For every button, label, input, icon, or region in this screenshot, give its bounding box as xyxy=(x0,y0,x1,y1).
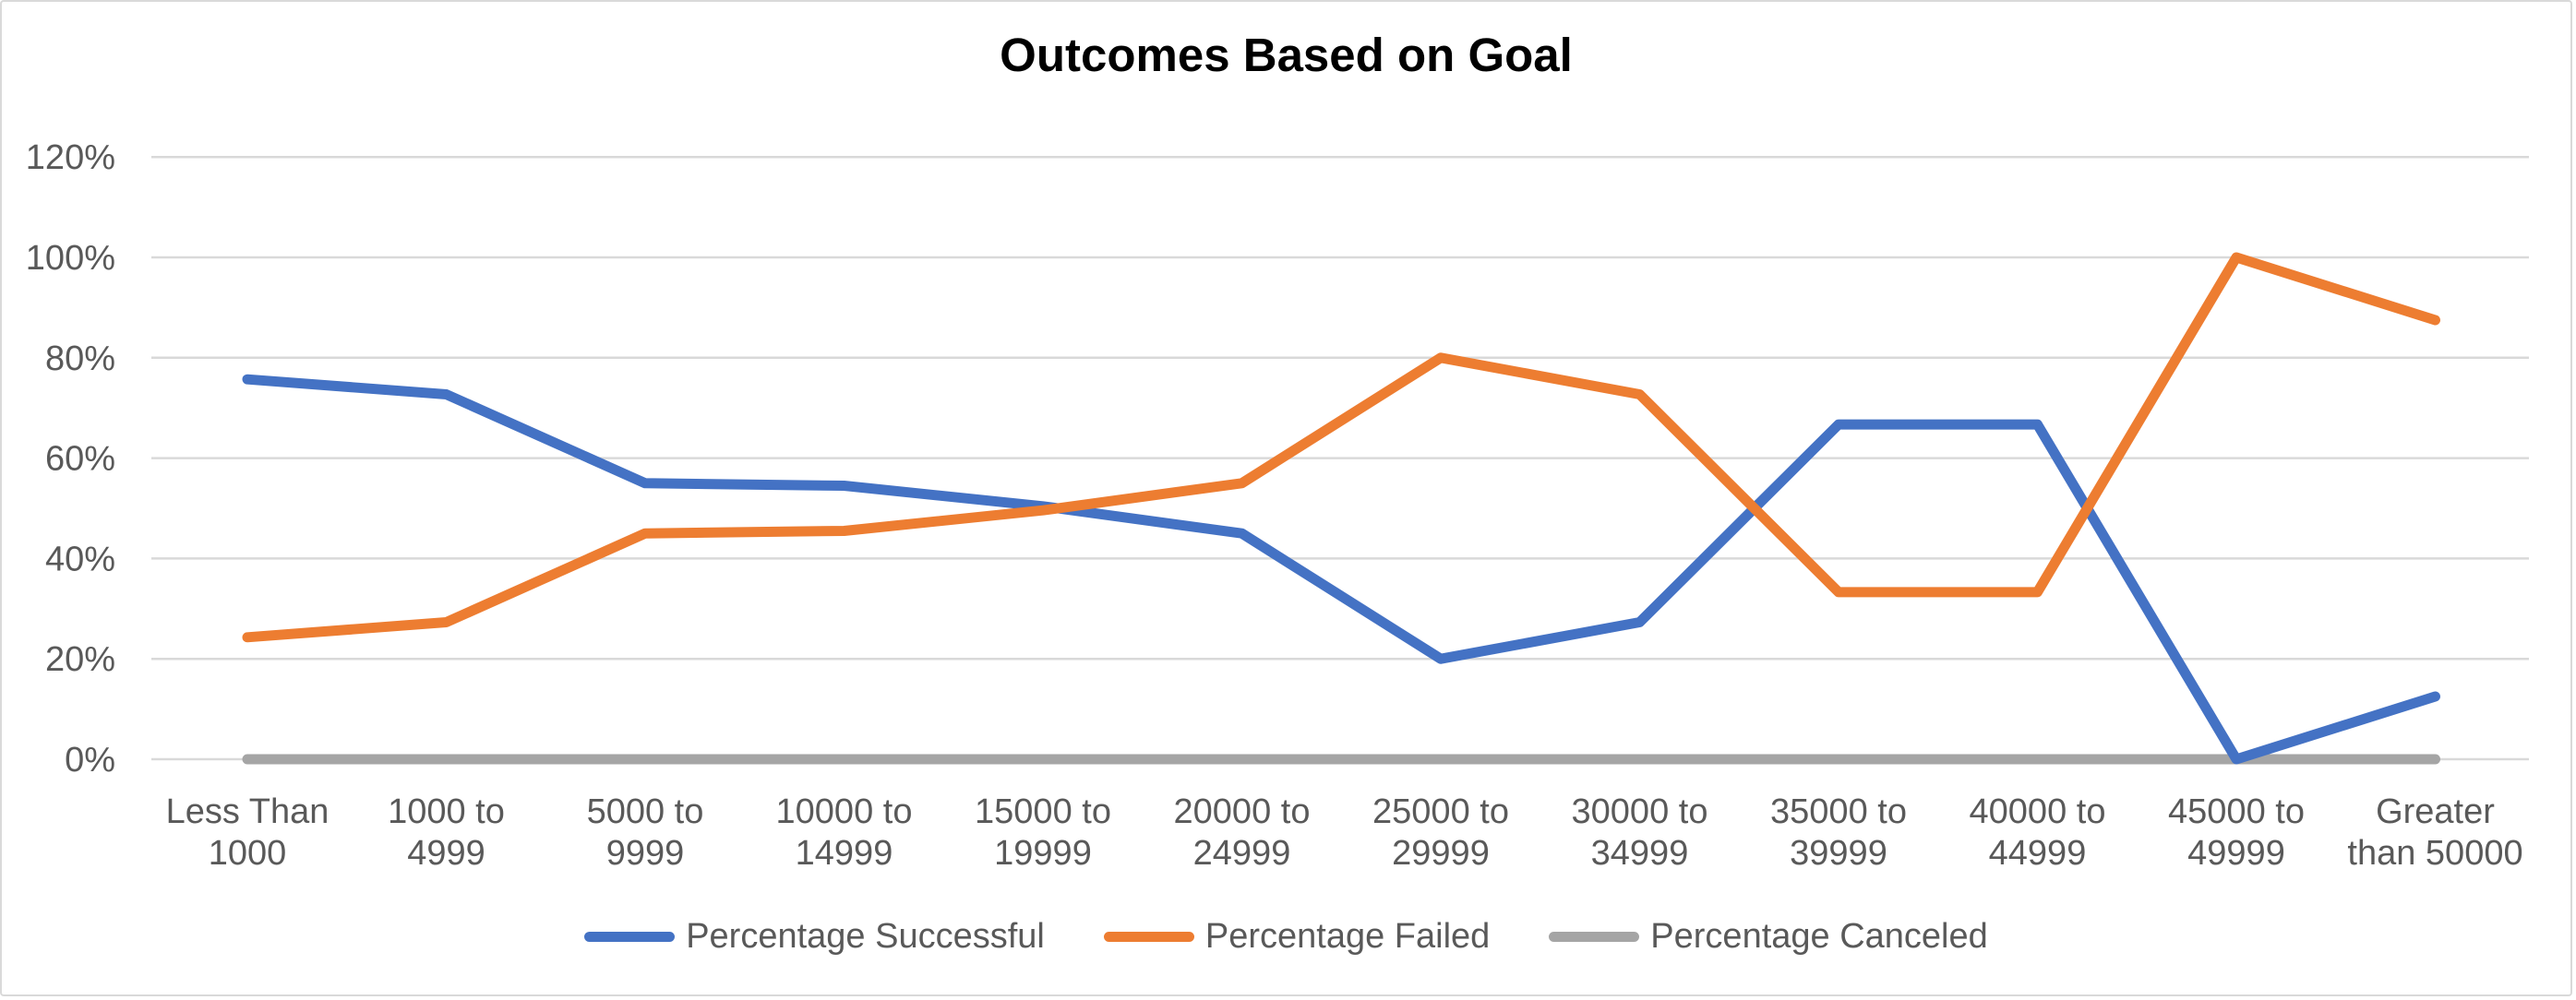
legend-swatch-percentage-successful xyxy=(584,932,676,942)
x-category-label-line: 25000 to xyxy=(1372,792,1509,831)
x-category-label-line: 40000 to xyxy=(1970,792,2106,831)
x-category-label-line: 5000 to xyxy=(587,792,704,831)
x-category-label-line: 1000 to xyxy=(388,792,505,831)
x-category-label-line: 9999 xyxy=(606,834,685,873)
series-line-percentage-successful xyxy=(242,374,2440,765)
y-tick-label-60-: 60% xyxy=(45,440,115,479)
x-category-label-line: 19999 xyxy=(994,834,1092,873)
x-category-label-line: 35000 to xyxy=(1770,792,1907,831)
x-category-label-line: 29999 xyxy=(1392,834,1490,873)
legend-label-percentage-successful: Percentage Successful xyxy=(686,917,1045,956)
x-category-label-line: 4999 xyxy=(407,834,485,873)
x-category-label-line: 15000 to xyxy=(975,792,1111,831)
x-category-label-line: 39999 xyxy=(1790,834,1887,873)
x-category-label-line: 1000 xyxy=(209,834,287,873)
legend-item-percentage-successful: Percentage Successful xyxy=(584,917,1045,957)
y-tick-label-20-: 20% xyxy=(45,640,115,679)
x-category-label-line: Less Than xyxy=(166,792,329,831)
chart-legend: Percentage Successful Percentage Failed Pe… xyxy=(2,917,2570,957)
legend-item-percentage-failed: Percentage Failed xyxy=(1103,917,1491,957)
x-category-label-line: 24999 xyxy=(1193,834,1291,873)
legend-swatch-percentage-canceled xyxy=(1549,932,1640,942)
x-category-label-line: 20000 to xyxy=(1174,792,1311,831)
y-tick-label-100-: 100% xyxy=(26,239,115,278)
x-category-label-line: than 50000 xyxy=(2347,834,2522,873)
series-line-percentage-failed xyxy=(242,252,2440,643)
x-category-label-line: 14999 xyxy=(796,834,893,873)
x-category-label-line: Greater xyxy=(2376,792,2495,831)
y-tick-label-120-: 120% xyxy=(26,138,115,177)
y-tick-label-0-: 0% xyxy=(65,741,115,780)
legend-item-percentage-canceled: Percentage Canceled xyxy=(1549,917,1988,957)
y-tick-label-40-: 40% xyxy=(45,540,115,578)
x-category-label-line: 34999 xyxy=(1591,834,1689,873)
x-category-label-line: 44999 xyxy=(1989,834,2087,873)
chart-title: Outcomes Based on Goal xyxy=(1000,29,1573,81)
legend-swatch-percentage-failed xyxy=(1103,932,1194,942)
legend-label-percentage-failed: Percentage Failed xyxy=(1204,917,1491,956)
x-category-label-line: 45000 to xyxy=(2168,792,2305,831)
x-category-label-line: 49999 xyxy=(2187,834,2285,873)
x-category-label-line: 10000 to xyxy=(776,792,913,831)
x-category-label-line: 30000 to xyxy=(1572,792,1708,831)
legend-label-percentage-canceled: Percentage Canceled xyxy=(1650,917,1988,956)
y-tick-label-80-: 80% xyxy=(45,339,115,378)
